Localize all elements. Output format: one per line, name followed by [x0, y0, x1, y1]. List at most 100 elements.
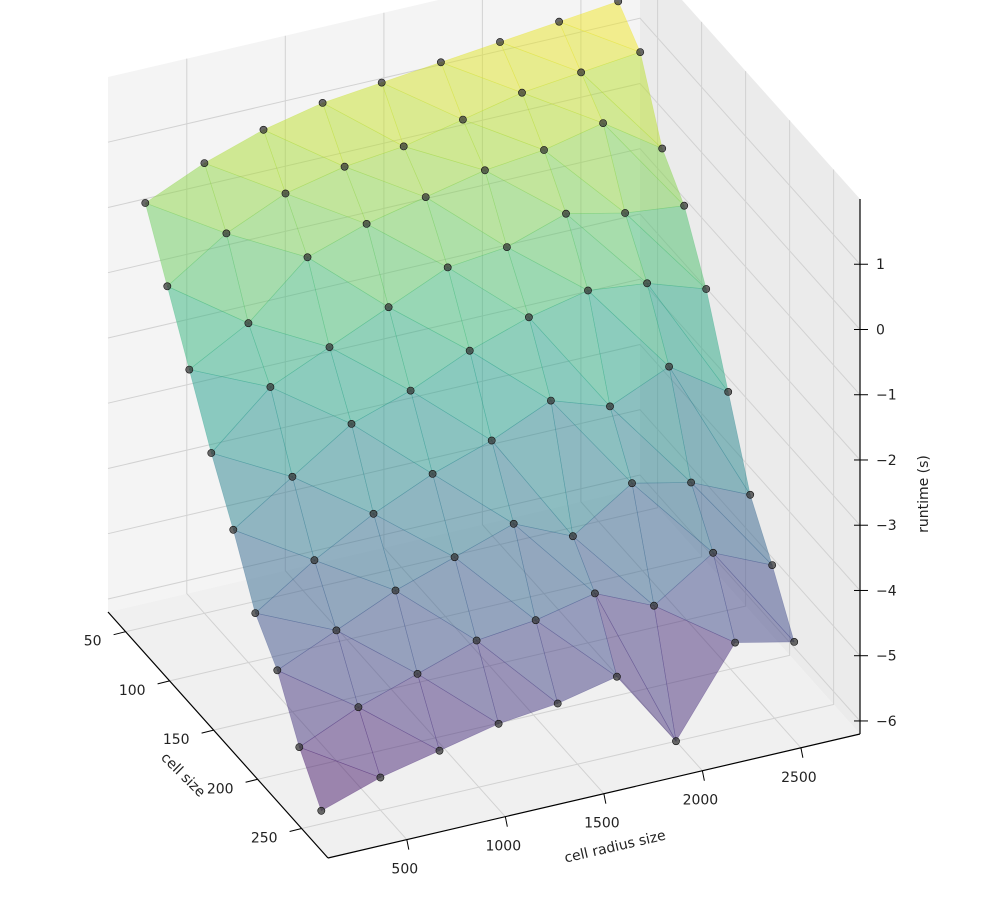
data-point: [621, 209, 629, 217]
surface-facet: [432, 440, 515, 525]
x-tick-mark: [245, 778, 258, 783]
surface-facet: [343, 146, 427, 198]
surface-facet: [587, 282, 670, 368]
data-point: [577, 68, 585, 77]
surface-facet: [254, 612, 338, 671]
z-tick-label: −6: [876, 714, 897, 730]
grid-line-z: [107, 17, 861, 265]
data-point: [562, 209, 570, 218]
y-tick-mark: [406, 839, 410, 850]
z-tick-label: −5: [876, 649, 897, 665]
x-tick-mark: [157, 680, 170, 685]
data-point: [709, 548, 717, 557]
surface-facet: [335, 590, 418, 675]
y-tick-mark: [504, 816, 508, 827]
data-point: [531, 616, 540, 625]
z-axis-label: runtime (s): [916, 455, 932, 533]
tick-marks: 50 100 150 200 250 500 1000 1500 2000 2500 1 0 −1 −2 −…: [84, 257, 897, 877]
surface-facet: [388, 266, 471, 352]
data-point: [613, 672, 621, 681]
data-point: [317, 806, 326, 815]
surface-facet: [440, 41, 523, 94]
data-point: [207, 449, 216, 457]
data-point: [295, 743, 304, 751]
data-point: [399, 142, 408, 151]
surface-facet: [668, 366, 751, 496]
x-tick-mark: [201, 729, 214, 734]
surface-facet: [558, 1, 641, 53]
x-axis-line: [107, 611, 329, 859]
x-tick-label: 50: [84, 634, 102, 650]
data-point: [376, 773, 385, 782]
surface-facet: [357, 673, 440, 752]
data-point: [555, 17, 563, 26]
data-point: [502, 243, 511, 251]
data-point: [303, 253, 312, 262]
x-tick-mark: [113, 631, 126, 636]
data-point: [643, 279, 651, 288]
y-tick-mark: [603, 793, 607, 804]
data-point: [614, 0, 623, 6]
y-tick-label: 2500: [781, 770, 817, 786]
data-point: [790, 638, 799, 646]
surface-facet: [668, 365, 751, 495]
z-tick-label: −1: [876, 388, 897, 404]
data-point: [384, 303, 393, 312]
surface-facet: [535, 619, 618, 704]
surface-facet: [535, 592, 618, 678]
data-point: [591, 589, 599, 598]
surface-facet: [210, 386, 293, 478]
data-point: [540, 146, 548, 154]
surface-facet: [454, 523, 537, 621]
data-point: [369, 509, 378, 518]
data-point: [768, 561, 777, 569]
data-point: [672, 737, 680, 746]
data-point: [636, 48, 645, 56]
data-point: [496, 38, 504, 46]
data-point: [658, 144, 667, 153]
data-point: [200, 159, 209, 167]
surface-facet: [712, 552, 795, 643]
surface-facet: [475, 619, 559, 705]
data-point: [547, 396, 555, 405]
data-point: [362, 219, 371, 228]
surface-facet: [416, 640, 500, 725]
surface-facet: [298, 746, 382, 812]
y-tick-label: 2000: [683, 793, 719, 809]
data-point: [421, 193, 430, 201]
surface-facet: [321, 82, 405, 148]
data-point: [229, 525, 238, 534]
surface: [144, 1, 795, 812]
surface-facet: [144, 162, 227, 234]
data-point: [665, 362, 673, 371]
data-point: [680, 201, 689, 210]
surface-facet: [484, 149, 567, 215]
data-point: [458, 115, 467, 124]
y-tick-mark: [800, 747, 804, 758]
y-axis-label: cell radius size: [563, 828, 667, 867]
surface-facet: [454, 556, 537, 641]
axis-lines: [107, 199, 861, 859]
surface-facet: [528, 290, 611, 408]
data-point: [288, 472, 297, 481]
data-point: [650, 601, 658, 610]
data-point: [702, 285, 711, 293]
surface-facet: [521, 72, 604, 124]
data-point: [281, 189, 290, 198]
data-point: [325, 343, 334, 351]
surface-facet: [313, 513, 396, 591]
surface-facet: [646, 282, 729, 393]
surface-facet: [365, 196, 449, 269]
surface-facet: [506, 213, 589, 292]
data-point: [391, 586, 400, 595]
x-tick-label: 250: [251, 831, 278, 847]
data-point: [163, 282, 172, 291]
surface-facet: [357, 706, 441, 778]
data-point: [318, 99, 327, 107]
data-point: [244, 319, 253, 328]
surface-facet: [351, 423, 434, 515]
y-axis-line: [327, 733, 861, 859]
data-point: [494, 719, 503, 728]
